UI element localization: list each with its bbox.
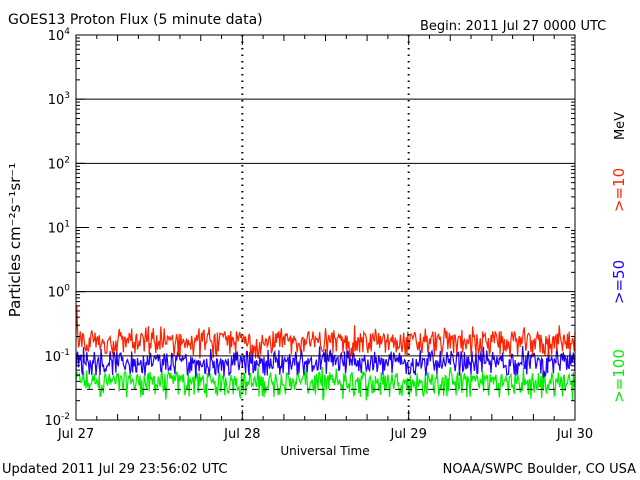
grid-layer (75, 35, 576, 421)
x-axis-label: Universal Time (280, 444, 369, 458)
credit-label: NOAA/SWPC Boulder, CO USA (443, 462, 636, 477)
begin-label: Begin: 2011 Jul 27 0000 UTC (420, 19, 606, 34)
y-tick-label: 102 (48, 155, 70, 172)
updated-timestamp: Updated 2011 Jul 29 23:56:02 UTC (2, 462, 227, 477)
y-axis-label: Particles cm⁻²s⁻¹sr⁻¹ (6, 163, 24, 317)
x-tick-labels: Jul 27 Jul 28 Jul 29 Jul 30 (57, 427, 593, 442)
y-tick-label: 104 (48, 27, 71, 44)
y-tick-label: 100 (48, 284, 71, 301)
x-tick-label: Jul 28 (223, 427, 260, 442)
x-tick-label: Jul 27 (57, 427, 94, 442)
chart-title: GOES13 Proton Flux (5 minute data) (8, 12, 263, 28)
series-line (75, 344, 576, 378)
series-line (75, 365, 576, 401)
x-tick-label: Jul 29 (389, 427, 426, 442)
y-tick-label: 10-1 (44, 348, 70, 365)
y-tick-labels: 10-2 10-1 100 101 102 103 104 (44, 27, 70, 429)
legend-entry-10: >=10 (610, 168, 628, 212)
series-line (75, 305, 576, 359)
x-tick-label: Jul 30 (556, 427, 593, 442)
y-tick-label: 101 (48, 220, 70, 237)
legend-entry-100: >=100 (610, 349, 628, 403)
plot-frame (75, 34, 576, 421)
legend-entry-50: >=50 (610, 260, 628, 304)
y-tick-label: 103 (48, 91, 70, 108)
y-tick-label: 10-2 (44, 412, 70, 429)
legend-unit: MeV (613, 112, 628, 140)
series-layer (75, 305, 576, 401)
